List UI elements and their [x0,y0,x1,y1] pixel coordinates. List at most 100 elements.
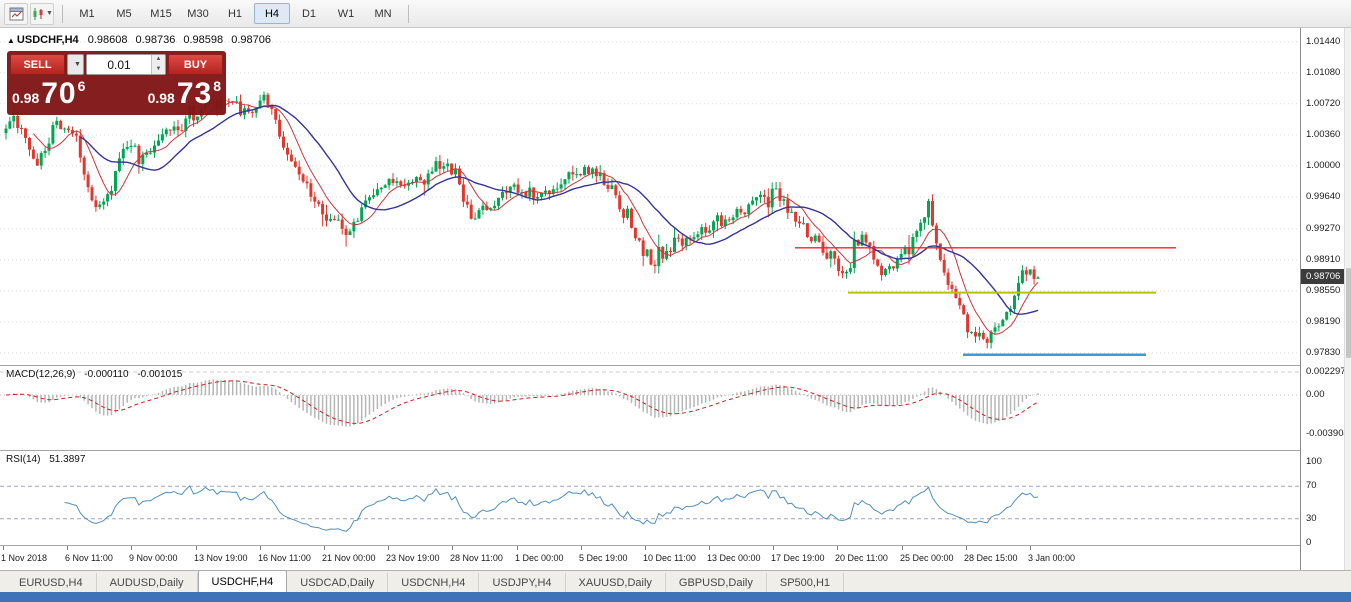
vertical-scrollbar[interactable] [1344,28,1351,570]
chart-workspace: ▲USDCHF,H4 0.98608 0.98736 0.98598 0.987… [0,28,1351,570]
toolbar-separator [62,5,63,23]
price-axis-label: 0.98550 [1306,285,1340,296]
buy-price[interactable]: 0.98 73 8 [148,76,221,112]
ohlc-low: 0.98598 [183,34,223,46]
time-axis-label: 1 Nov 2018 [1,553,47,563]
timeframe-button-m1[interactable]: M1 [69,3,105,24]
ohlc-close: 0.98706 [231,34,271,46]
time-axis-tick [517,546,518,550]
sell-button[interactable]: SELL [10,54,65,75]
time-axis-tick [581,546,582,550]
lot-size-field: ▲ ▼ [86,54,166,75]
time-axis-label: 21 Nov 00:00 [322,553,376,563]
scrollbar-thumb[interactable] [1346,268,1351,358]
chart-tab-audusd-daily[interactable]: AUDUSD,Daily [97,573,198,592]
chart-style-dropdown[interactable]: ▼ [30,3,54,25]
time-axis-label: 3 Jan 00:00 [1028,553,1075,563]
time-axis-tick [452,546,453,550]
timeframe-button-m30[interactable]: M30 [180,3,216,24]
time-axis[interactable]: 1 Nov 20186 Nov 11:009 Nov 00:0013 Nov 1… [0,546,1300,570]
macd-axis-label: 0.002297 [1306,366,1346,377]
ohlc-open: 0.98608 [88,34,128,46]
time-axis-tick [645,546,646,550]
one-click-trading-panel: SELL ▼ ▲ ▼ BUY 0.98 [7,51,226,115]
time-axis-tick [324,546,325,550]
rsi-name: RSI(14) [6,454,40,465]
chart-tab-gbpusd-daily[interactable]: GBPUSD,Daily [666,573,767,592]
rsi-axis-label: 100 [1306,456,1322,467]
time-axis-label: 10 Dec 11:00 [643,553,696,563]
chart-tab-usdchf-h4[interactable]: USDCHF,H4 [198,570,288,592]
rsi-line [65,486,1038,531]
timeframe-button-h1[interactable]: H1 [217,3,253,24]
timeframe-button-d1[interactable]: D1 [291,3,327,24]
macd-label: MACD(12,26,9) -0.000110 -0.001015 [6,369,188,380]
timeframe-button-w1[interactable]: W1 [328,3,364,24]
time-axis-tick [67,546,68,550]
chart-window-icon[interactable] [4,3,28,25]
order-type-dropdown[interactable]: ▼ [67,54,84,75]
rsi-axis-label: 30 [1306,513,1317,524]
time-axis-label: 5 Dec 19:00 [579,553,628,563]
chevron-down-icon: ▼ [74,61,81,68]
lot-size-input[interactable] [87,55,151,74]
rsi-axis-label: 0 [1306,537,1311,548]
rsi-indicator-chart[interactable] [0,451,1300,545]
panel-splitter[interactable] [0,545,1344,546]
chart-tab-usdcnh-h4[interactable]: USDCNH,H4 [388,573,479,592]
symbol-arrow-icon: ▲ [7,36,15,45]
lot-increase-button[interactable]: ▲ [152,55,165,65]
chart-tab-sp500-h1[interactable]: SP500,H1 [767,573,844,592]
panel-splitter[interactable] [0,365,1344,366]
moving-average-line [80,106,1038,315]
buy-price-main: 73 [177,76,212,112]
timeframe-button-m5[interactable]: M5 [106,3,142,24]
chart-column: ▲USDCHF,H4 0.98608 0.98736 0.98598 0.987… [0,28,1300,570]
mt4-window: ▼ M1M5M15M30H1H4D1W1MN ▲ USDCHF,H4 0.9860… [0,0,1351,602]
toolbar: ▼ M1M5M15M30H1H4D1W1MN [0,0,1351,28]
time-axis-label: 6 Nov 11:00 [65,553,113,563]
sell-price[interactable]: 0.98 70 6 [12,76,85,112]
macd-axis-label: 0.00 [1306,389,1325,400]
lot-decrease-button[interactable]: ▼ [152,65,165,75]
chart-tab-eurusd-h4[interactable]: EURUSD,H4 [6,573,97,592]
macd-histogram [6,379,1038,426]
rsi-value: 51.3897 [49,454,85,465]
timeframe-toolbar: M1M5M15M30H1H4D1W1MN [69,3,402,24]
macd-value-signal: -0.001015 [137,369,182,380]
time-axis-tick [837,546,838,550]
mini-candles-icon [31,7,45,21]
time-axis-label: 17 Dec 19:00 [771,553,825,563]
time-axis-label: 23 Nov 19:00 [386,553,440,563]
chart-tab-usdcad-daily[interactable]: USDCAD,Daily [287,573,388,592]
timeframe-button-mn[interactable]: MN [365,3,401,24]
chart-tab-usdjpy-h4[interactable]: USDJPY,H4 [479,573,565,592]
mini-window-icon [9,7,24,21]
toolbar-separator [408,5,409,23]
time-axis-tick [1030,546,1031,550]
macd-value-main: -0.000110 [84,369,128,380]
timeframe-button-m15[interactable]: M15 [143,3,179,24]
macd-name: MACD(12,26,9) [6,369,75,380]
chart-tab-bar: EURUSD,H4AUDUSD,DailyUSDCHF,H4USDCAD,Dai… [0,570,1351,592]
time-axis-tick [196,546,197,550]
time-axis-tick [773,546,774,550]
timeframe-button-h4[interactable]: H4 [254,3,290,24]
time-axis-tick [388,546,389,550]
time-axis-label: 16 Nov 11:00 [258,553,311,563]
status-strip [0,592,1351,602]
buy-button[interactable]: BUY [168,54,223,75]
buy-price-pip: 8 [213,78,221,94]
macd-indicator-chart[interactable] [0,366,1300,450]
rsi-axis-label: 70 [1306,480,1317,491]
sell-price-prefix: 0.98 [12,90,39,106]
time-axis-label: 28 Dec 15:00 [964,553,1018,563]
time-axis-tick [131,546,132,550]
chart-tab-xauusd-daily[interactable]: XAUUSD,Daily [566,573,666,592]
panel-splitter[interactable] [0,450,1344,451]
price-axis-label: 1.01440 [1306,36,1340,47]
price-axis[interactable]: 1.014401.010801.007201.003601.000000.996… [1300,28,1344,570]
price-axis-label: 1.00720 [1306,98,1340,109]
price-axis-label: 0.97830 [1306,347,1340,358]
lot-spinner: ▲ ▼ [151,55,165,74]
